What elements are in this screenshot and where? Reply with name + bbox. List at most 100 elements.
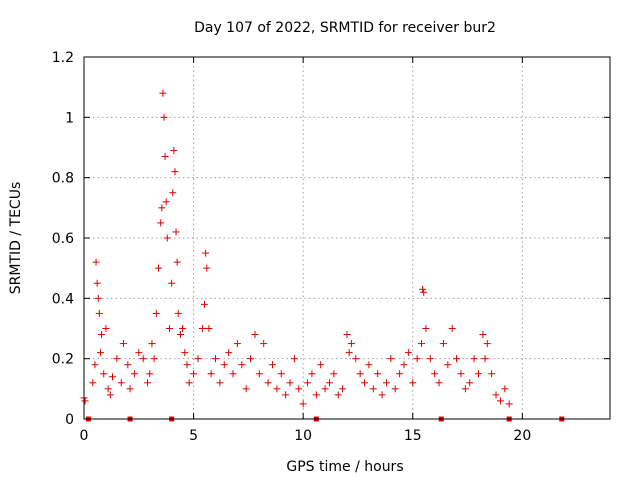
- data-point: [356, 370, 364, 378]
- y-tick-label: 0.4: [52, 291, 74, 307]
- data-point: [106, 391, 114, 399]
- data-point: [179, 325, 187, 332]
- data-point: [488, 370, 496, 378]
- data-point: [220, 361, 228, 369]
- data-point: [483, 340, 491, 348]
- data-point: [194, 355, 202, 363]
- data-point: [396, 370, 404, 378]
- y-tick-label: 0.2: [52, 352, 74, 368]
- data-point: [157, 219, 165, 227]
- data-point: [343, 331, 351, 339]
- data-point: [172, 228, 180, 236]
- data-point: [126, 385, 134, 393]
- x-tick-label: 10: [294, 428, 312, 444]
- data-point: [501, 385, 509, 393]
- data-point: [419, 285, 427, 293]
- data-point: [304, 379, 312, 387]
- data-point: [439, 340, 447, 348]
- y-tick-label: 1: [65, 110, 74, 126]
- data-point: [81, 397, 89, 405]
- data-point: [481, 355, 489, 363]
- data-point: [135, 349, 143, 357]
- x-tick-label: 20: [513, 428, 531, 444]
- x-tick-label: 5: [189, 428, 198, 444]
- y-tick-label: 0.6: [52, 231, 74, 247]
- data-point: [282, 391, 290, 399]
- data-point: [162, 198, 170, 206]
- data-point: [102, 325, 110, 332]
- data-point: [225, 349, 233, 357]
- data-point: [173, 258, 181, 266]
- data-point: [431, 370, 439, 378]
- data-point: [466, 379, 474, 387]
- data-point: [190, 370, 198, 378]
- data-point: [492, 391, 500, 399]
- data-point: [152, 309, 160, 317]
- data-point: [171, 168, 179, 176]
- data-point: [409, 379, 417, 387]
- data-point: [420, 288, 428, 296]
- data-point: [229, 370, 237, 378]
- data-point: [183, 361, 191, 369]
- data-point: [295, 385, 303, 393]
- data-point: [345, 349, 353, 357]
- data-point: [165, 325, 173, 332]
- y-tick-label: 1.2: [52, 50, 74, 66]
- data-point: [100, 370, 108, 378]
- y-tick-label: 0.8: [52, 171, 74, 187]
- data-point: [361, 379, 369, 387]
- data-point: [404, 349, 412, 357]
- data-point: [325, 379, 333, 387]
- data-point: [130, 370, 138, 378]
- data-point: [251, 331, 259, 339]
- data-point: [119, 340, 127, 348]
- data-point: [155, 264, 163, 272]
- data-point: [387, 355, 395, 363]
- data-point: [144, 379, 152, 387]
- data-point: [453, 355, 461, 363]
- data-point: [418, 340, 426, 348]
- data-point: [161, 153, 169, 161]
- data-point: [330, 370, 338, 378]
- data-point: [158, 204, 166, 212]
- data-point: [365, 361, 373, 369]
- data-point: [374, 370, 382, 378]
- data-point: [347, 340, 355, 348]
- data-point: [94, 294, 102, 302]
- data-point: [216, 379, 224, 387]
- data-point: [203, 264, 211, 272]
- data-point: [117, 379, 125, 387]
- y-axis-label: SRMTID / TECUs: [8, 182, 24, 295]
- data-point: [461, 385, 469, 393]
- data-point: [260, 340, 268, 348]
- data-point: [124, 361, 132, 369]
- data-point: [168, 279, 176, 287]
- y-tick-label: 0: [65, 412, 74, 428]
- data-point: [255, 370, 263, 378]
- data-point: [268, 361, 276, 369]
- data-point: [479, 331, 487, 339]
- data-point: [181, 349, 189, 357]
- data-point: [382, 379, 390, 387]
- data-point: [159, 89, 167, 97]
- data-point: [163, 234, 171, 242]
- data-point: [435, 379, 443, 387]
- data-point: [89, 379, 97, 387]
- data-point: [317, 361, 325, 369]
- axis-ticks: [83, 56, 610, 420]
- data-point: [496, 397, 504, 405]
- data-point: [108, 373, 116, 381]
- data-point: [93, 279, 101, 287]
- data-points: [80, 89, 565, 422]
- chart-title: Day 107 of 2022, SRMTID for receiver bur…: [194, 20, 496, 36]
- tick-labels: 0 0.2 0.4 0.6 0.8 1 1.2 0 5 10 15 20: [52, 50, 532, 444]
- data-point: [321, 385, 329, 393]
- data-point: [413, 355, 421, 363]
- data-point: [339, 385, 347, 393]
- data-point: [148, 340, 156, 348]
- data-point: [444, 361, 452, 369]
- data-point: [308, 370, 316, 378]
- data-point: [426, 355, 434, 363]
- data-point: [242, 385, 250, 393]
